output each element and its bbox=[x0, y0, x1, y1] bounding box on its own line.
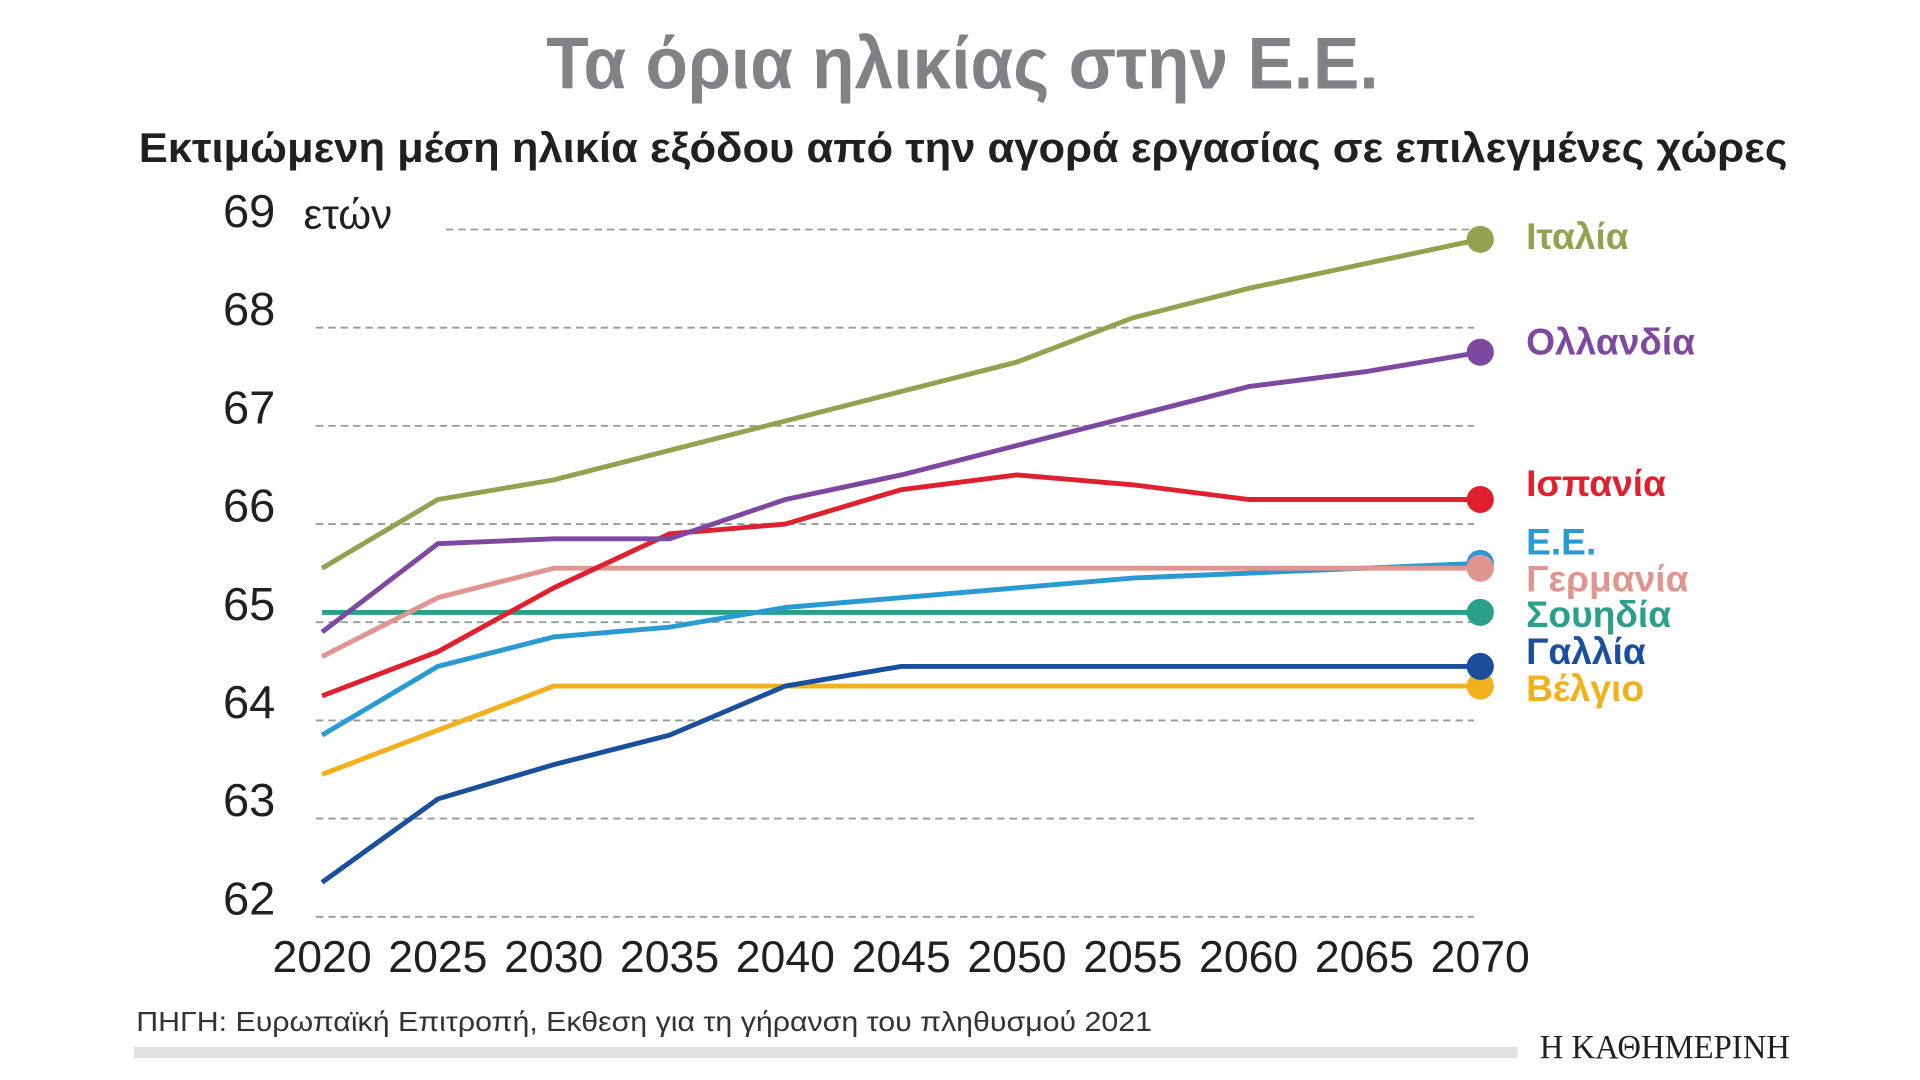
series-end-marker bbox=[1466, 672, 1494, 700]
series-label: Ιταλία bbox=[1526, 216, 1629, 257]
series-line bbox=[320, 560, 1481, 738]
series-labels: Ιταλία Ολλανδία Ισπανία Ε.Ε.ΓερμανίαΣουηδία… bbox=[1526, 216, 1695, 708]
x-tick-label: 2060 bbox=[1199, 933, 1298, 982]
y-tick-label: 68 bbox=[223, 283, 275, 335]
series-end-marker bbox=[1466, 486, 1494, 513]
series-line bbox=[320, 236, 1481, 571]
series-line bbox=[321, 472, 1481, 699]
x-tick-label: 2070 bbox=[1431, 933, 1530, 982]
series-line bbox=[320, 565, 1481, 659]
series-label: Ισπανία bbox=[1526, 463, 1666, 504]
series-end-marker bbox=[1466, 652, 1494, 680]
series-label: Βέλγιο bbox=[1526, 668, 1644, 709]
series-label: Γερμανία bbox=[1526, 559, 1689, 600]
gridlines bbox=[315, 228, 1475, 918]
y-tick-label: 66 bbox=[223, 480, 275, 532]
series-line bbox=[320, 663, 1481, 885]
series-line bbox=[321, 683, 1481, 777]
x-tick-label: 2040 bbox=[736, 933, 835, 982]
x-tick-label: 2065 bbox=[1315, 933, 1414, 982]
y-tick-label: 67 bbox=[223, 382, 275, 434]
logo: Η ΚΑΘΗΜΕΡΙΝΗ bbox=[1540, 1028, 1790, 1066]
x-tick-label: 2055 bbox=[1083, 933, 1182, 982]
series-lines bbox=[320, 225, 1494, 885]
y-tick-label: 62 bbox=[223, 873, 275, 925]
series-end-marker bbox=[1466, 338, 1494, 366]
series-line bbox=[320, 349, 1481, 634]
y-tick-label: 64 bbox=[223, 676, 275, 728]
x-tick-label: 2030 bbox=[504, 933, 603, 982]
y-axis: 62 63 64 65 66 67 68 69 bbox=[223, 185, 275, 924]
series-end-marker bbox=[1466, 554, 1494, 582]
y-tick-label: 63 bbox=[223, 774, 275, 826]
y-axis-unit: ετών bbox=[303, 190, 392, 237]
series-label: Ολλανδία bbox=[1526, 322, 1695, 363]
x-tick-label: 2020 bbox=[272, 933, 371, 982]
series-label: Ε.Ε. bbox=[1526, 522, 1596, 563]
chart-subtitle: Εκτιμώμενη μέση ηλικία εξόδου από την αγ… bbox=[139, 124, 1788, 171]
y-tick-label: 65 bbox=[223, 578, 275, 630]
footer-bar bbox=[133, 1046, 1518, 1058]
source-note: ΠΗΓΗ: Ευρωπαϊκή Επιτροπή, Εκθεση για τη … bbox=[136, 1006, 1152, 1038]
series-end-marker bbox=[1466, 598, 1494, 626]
x-tick-label: 2025 bbox=[388, 933, 487, 982]
x-tick-label: 2050 bbox=[967, 933, 1066, 982]
series-end-marker bbox=[1466, 225, 1494, 253]
chart-title: Τα όρια ηλικίας στην Ε.Ε. bbox=[546, 22, 1378, 105]
y-tick-label: 69 bbox=[223, 185, 275, 237]
x-axis: 2020 2025 2030 2035 2040 2045 2050 2055 2060 2065… bbox=[272, 933, 1529, 982]
x-tick-label: 2045 bbox=[852, 933, 951, 982]
series-label: Γαλλία bbox=[1526, 631, 1646, 672]
x-tick-label: 2035 bbox=[620, 933, 719, 982]
series-label: Σουηδία bbox=[1526, 594, 1671, 635]
